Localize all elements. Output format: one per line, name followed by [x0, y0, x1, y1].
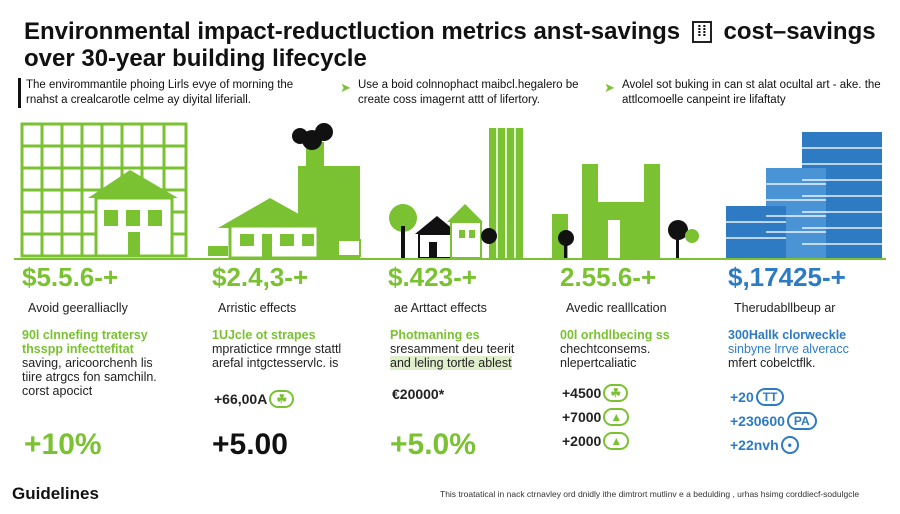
highrise-illustration: [712, 118, 884, 260]
metric-value: 2.55.6-+: [560, 262, 657, 292]
savings-row: +66,00A ☘: [214, 390, 295, 408]
intro-paragraph-3: ➤ Avolel sot buking in can st alat ocult…: [604, 79, 881, 106]
footnote: This troatatical in nack ctrnavley ord d…: [440, 489, 860, 499]
metric-description: 90l clnnefing tratersy thsspp infecttefi…: [22, 328, 157, 398]
triangle-badge-icon: ▲: [603, 432, 630, 450]
metric-label: Therudabllbeup ar: [734, 301, 836, 315]
metric-label: ae Arttact effects: [394, 301, 487, 315]
metric-column-4: 2.55.6-+ Avedic realllcation 00l orhdlbe…: [560, 262, 710, 462]
metric-value: $,17425-+: [728, 262, 846, 292]
tt-badge-icon: TT: [755, 388, 785, 406]
metric-label: Arristic effects: [218, 301, 297, 315]
intro-paragraph-1: The envirommantile phoing Lirls evye of …: [18, 78, 326, 108]
tower-houses-illustration: [385, 118, 535, 260]
leaf-arrow-icon: ➤: [340, 80, 351, 95]
brand-logo: Guidelines: [12, 484, 99, 503]
savings-row: +4500 ☘: [562, 384, 629, 402]
pa-badge-icon: PA: [786, 412, 817, 430]
page-title: Environmental impact-reductluction metri…: [24, 18, 884, 72]
metric-description: 300Hallk clorweckle sinbyne lrrve alvera…: [728, 328, 849, 370]
metric-description: 00l orhdlbecing ss chechtconsems. nleper…: [560, 328, 670, 370]
title-text: Environmental impact-reductluction metri…: [24, 18, 681, 45]
house-chimney-illustration: [208, 118, 368, 260]
leaf-arrow-icon: ➤: [604, 80, 615, 95]
percent-value: +5.0%: [390, 428, 476, 461]
intro-bar-icon: [18, 78, 21, 108]
savings-row: +2000 ▲: [562, 432, 630, 450]
metric-column-2: $2.4,3-+ Arristic effects 1UJcle ot stra…: [212, 262, 382, 462]
savings-row: +22nvh •: [730, 436, 799, 454]
title-separator-icon: ⁞⁞: [691, 21, 712, 43]
savings-row: +7000 ▲: [562, 408, 630, 426]
factory-illustration: [552, 118, 700, 260]
dot-badge-icon: •: [780, 436, 799, 454]
metric-column-5: $,17425-+ Therudabllbeup ar 300Hallk clo…: [728, 262, 888, 462]
leaf-badge-icon: ☘: [603, 384, 629, 402]
percent-value: +10%: [24, 428, 102, 461]
savings-row: €20000*: [392, 386, 445, 402]
metric-value: $2.4,3-+: [212, 262, 309, 292]
metric-label: Avedic realllcation: [566, 301, 667, 315]
savings-row: +230600 PA: [730, 412, 817, 430]
metric-label: Avoid geeralliaclly: [28, 301, 128, 315]
metric-value: $5.5.6-+: [22, 262, 119, 292]
metric-column-1: $5.5.6-+ Avoid geeralliaclly 90l clnnefi…: [22, 262, 197, 462]
metric-column-3: $.423-+ ae Arttact effects Photmaning es…: [388, 262, 548, 462]
title-text-continued: cost–savings over 30-year building lifec…: [24, 18, 876, 72]
leaf-badge-icon: ☘: [269, 390, 295, 408]
savings-row: +20 TT: [730, 388, 785, 406]
metric-value: $.423-+: [388, 262, 477, 292]
metric-description: Photmaning es sresamment deu teerit and …: [390, 328, 515, 370]
triangle-badge-icon: ▲: [603, 408, 630, 426]
percent-value: +5.00: [212, 428, 288, 461]
intro-paragraph-2: ➤ Use a boid colnnophact maibcl.hegalero…: [340, 79, 579, 106]
metric-description: 1UJcle ot strapes mpratictice rmnge stat…: [212, 328, 342, 370]
ground-line: [14, 258, 886, 260]
building-grid-illustration: [18, 118, 190, 260]
